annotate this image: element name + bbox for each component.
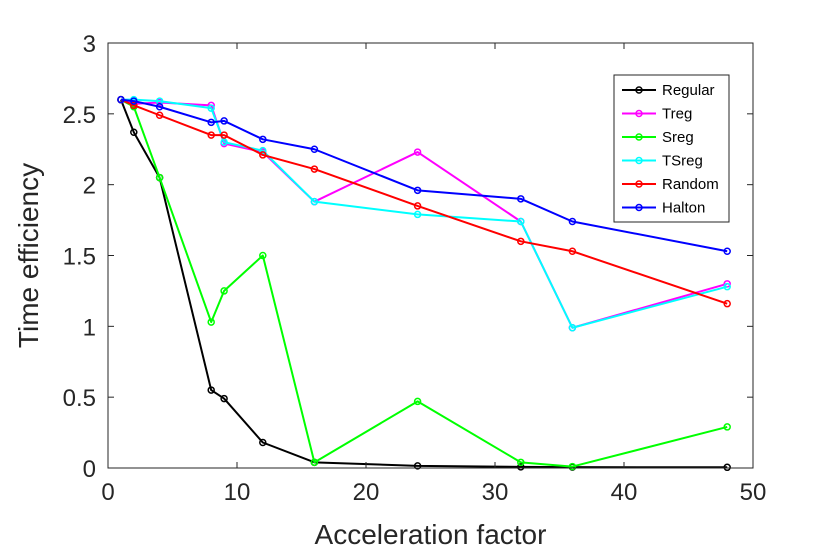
data-point-random: [723, 299, 731, 308]
data-point-random: [413, 202, 422, 210]
data-point-regular: [723, 463, 731, 472]
data-point-regular: [207, 386, 215, 394]
data-point-tsreg: [413, 210, 422, 219]
data-point-random: [220, 131, 228, 139]
legend-label-tsreg: TSreg: [662, 153, 703, 170]
y-tick-label: 1: [83, 314, 96, 341]
data-point-random: [259, 151, 267, 159]
legend-label-sreg: Sreg: [662, 129, 694, 146]
data-point-halton: [310, 145, 319, 153]
data-point-halton: [117, 95, 125, 104]
x-tick-label: 10: [224, 479, 251, 506]
data-point-random: [517, 237, 525, 246]
series-line-sreg: [120, 98, 728, 468]
series-layer: [117, 95, 731, 472]
data-point-sreg: [723, 423, 731, 431]
data-point-random: [155, 111, 164, 119]
data-point-random: [310, 165, 319, 173]
data-point-sreg: [155, 173, 164, 182]
data-point-sreg: [259, 251, 267, 260]
y-tick-label: 0: [83, 456, 96, 483]
legend-marker-sreg: [635, 133, 643, 141]
data-point-regular: [220, 394, 228, 403]
data-point-halton: [259, 135, 267, 144]
series-line-random: [120, 98, 728, 305]
data-point-sreg: [220, 287, 228, 295]
y-tick-label: 2: [83, 173, 96, 200]
data-point-tsreg: [517, 217, 525, 226]
x-tick-label: 40: [611, 479, 638, 506]
data-point-halton: [207, 118, 215, 127]
x-tick-label: 50: [740, 479, 767, 506]
data-point-regular: [130, 128, 138, 136]
legend-label-regular: Regular: [662, 82, 715, 99]
legend: Regular Treg Sreg TSreg Random Halton: [613, 74, 730, 223]
data-point-sreg: [207, 318, 215, 326]
x-tick-label: 0: [101, 479, 114, 506]
data-point-halton: [568, 217, 577, 226]
legend-marker-random: [635, 180, 643, 188]
data-point-sreg: [568, 462, 577, 471]
data-point-sreg: [310, 458, 319, 467]
legend-marker-regular: [635, 86, 643, 94]
data-point-tsreg: [259, 146, 267, 155]
data-point-random: [130, 101, 138, 110]
legend-marker-treg: [635, 109, 643, 118]
data-point-halton: [413, 186, 422, 195]
data-point-treg: [413, 148, 422, 156]
data-point-halton: [517, 195, 525, 203]
legend-label-random: Random: [662, 176, 719, 193]
x-tick-label: 20: [353, 479, 380, 506]
data-point-tsreg: [723, 282, 731, 291]
series-line-tsreg: [120, 98, 728, 329]
data-point-halton: [155, 103, 164, 111]
data-point-halton: [130, 97, 138, 105]
y-tick-label: 0.5: [63, 385, 96, 412]
legend-box: [613, 74, 730, 223]
legend-marker-halton: [635, 203, 643, 212]
x-tick-label: 30: [482, 479, 509, 506]
data-point-halton: [220, 117, 228, 125]
data-point-halton: [723, 247, 731, 255]
data-point-regular: [413, 462, 422, 470]
legend-label-treg: Treg: [662, 106, 692, 123]
series-line-halton: [120, 98, 728, 253]
data-point-tsreg: [568, 324, 577, 332]
series-line-regular: [119, 99, 728, 469]
axes-layer: 0 10 20 30 40 50 0 0.5 1 1.5 2 2.5 3: [63, 31, 767, 506]
data-point-sreg: [517, 458, 525, 467]
legend-label-halton: Halton: [662, 200, 705, 217]
data-point-random: [207, 131, 215, 139]
data-point-regular: [517, 463, 525, 471]
data-point-random: [568, 247, 577, 255]
legend-marker-tsreg: [635, 156, 643, 165]
data-point-regular: [259, 438, 267, 447]
y-tick-label: 3: [83, 31, 96, 58]
data-point-tsreg: [310, 197, 319, 206]
data-point-tsreg: [220, 138, 228, 146]
y-tick-label: 2.5: [63, 102, 96, 129]
data-point-tsreg: [207, 104, 215, 112]
y-axis-label: Time efficiency: [13, 163, 44, 348]
data-point-sreg: [413, 397, 422, 406]
y-tick-label: 1.5: [63, 244, 96, 271]
x-axis-label: Acceleration factor: [315, 519, 547, 550]
